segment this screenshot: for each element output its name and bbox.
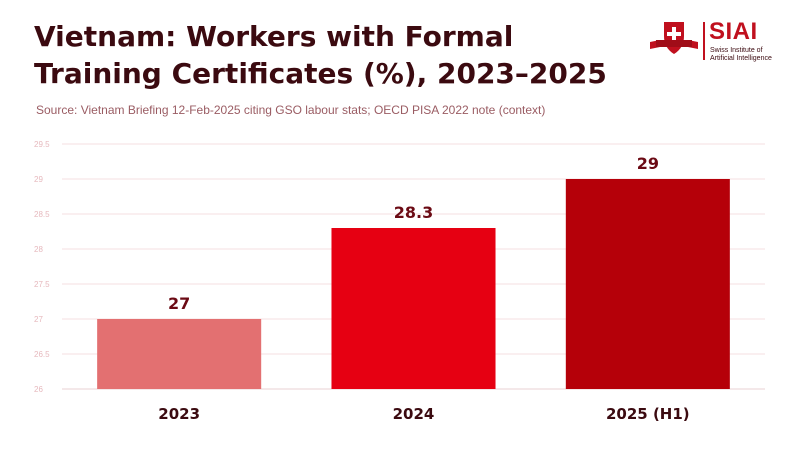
logo-subtitle-line-2: Artificial Intelligence bbox=[710, 55, 772, 62]
chart-title: Vietnam: Workers with Formal Training Ce… bbox=[34, 20, 607, 90]
bar-value-label: 29 bbox=[637, 154, 659, 173]
siai-logo: SIAI Swiss Institute of Artificial Intel… bbox=[648, 18, 780, 66]
y-tick-label: 27.5 bbox=[34, 280, 50, 289]
x-category-label: 2024 bbox=[393, 405, 435, 423]
y-tick-label: 29.5 bbox=[34, 140, 50, 149]
bar bbox=[97, 319, 262, 389]
y-tick-label: 28.5 bbox=[34, 210, 50, 219]
y-tick-label: 28 bbox=[34, 245, 43, 254]
bar bbox=[331, 228, 496, 389]
y-tick-label: 29 bbox=[34, 175, 43, 184]
bar-value-label: 28.3 bbox=[394, 203, 433, 222]
y-tick-label: 26.5 bbox=[34, 350, 50, 359]
y-tick-label: 27 bbox=[34, 315, 43, 324]
bar-value-label: 27 bbox=[168, 294, 190, 313]
x-category-label: 2023 bbox=[158, 405, 200, 423]
logo-divider bbox=[703, 22, 705, 60]
logo-subtitle: Swiss Institute of Artificial Intelligen… bbox=[710, 47, 790, 63]
chart-source-note: Source: Vietnam Briefing 12-Feb-2025 cit… bbox=[36, 103, 546, 117]
logo-subtitle-line-1: Swiss Institute of bbox=[710, 47, 763, 54]
logo-name: SIAI bbox=[709, 18, 758, 45]
swiss-cross-shield-icon bbox=[650, 22, 698, 54]
bar bbox=[565, 179, 730, 389]
y-tick-label: 26 bbox=[34, 385, 43, 394]
x-category-label: 2025 (H1) bbox=[606, 405, 690, 423]
